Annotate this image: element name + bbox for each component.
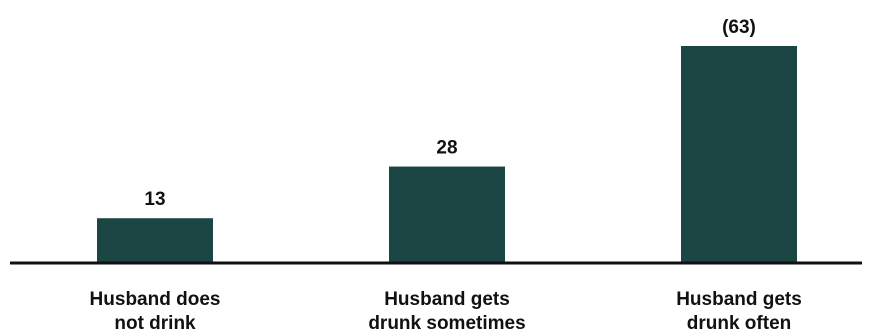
value-labels-group: 13 28 (63) bbox=[144, 17, 755, 210]
category-label-1-line-1: drunk sometimes bbox=[368, 313, 525, 331]
data-label-0: 13 bbox=[144, 189, 165, 210]
category-label-0-line-1: not drink bbox=[114, 313, 196, 331]
category-label-1-line-0: Husband gets bbox=[384, 289, 510, 310]
category-label-0-line-0: Husband does bbox=[90, 289, 221, 310]
bars-group bbox=[97, 46, 797, 263]
data-label-1: 28 bbox=[436, 138, 457, 159]
data-label-2: (63) bbox=[722, 17, 756, 38]
category-label-2-line-0: Husband gets bbox=[676, 289, 802, 310]
bar-0 bbox=[97, 218, 213, 263]
category-label-2: Husband gets drunk often bbox=[676, 289, 802, 331]
category-labels-group: Husband does not drink Husband gets drunk s… bbox=[90, 289, 802, 331]
bar-2 bbox=[681, 46, 797, 263]
category-label-1: Husband gets drunk sometimes bbox=[368, 289, 525, 331]
category-label-2-line-1: drunk often bbox=[687, 313, 792, 331]
bar-1 bbox=[389, 166, 505, 263]
category-label-0: Husband does not drink bbox=[90, 289, 221, 331]
